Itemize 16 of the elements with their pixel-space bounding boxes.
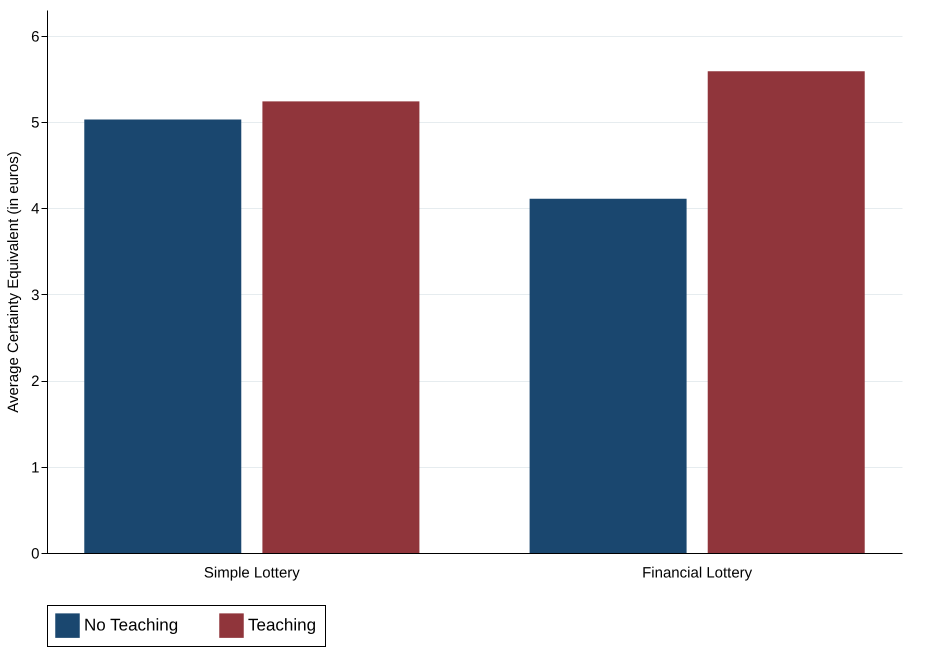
- bar: [262, 101, 420, 553]
- bar: [84, 119, 242, 553]
- y-tick-label: 3: [31, 286, 40, 304]
- bar: [708, 71, 865, 553]
- y-tick-label: 2: [31, 373, 40, 390]
- legend-label: No Teaching: [84, 616, 178, 635]
- y-tick-label: 1: [31, 459, 40, 476]
- y-tick-label: 4: [31, 200, 40, 218]
- y-tick-label: 6: [31, 28, 40, 46]
- bar: [530, 198, 687, 553]
- y-axis-title: Average Certainty Equivalent (in euros): [5, 151, 22, 413]
- legend-label: Teaching: [248, 616, 316, 635]
- x-tick-label: Simple Lottery: [204, 564, 300, 582]
- x-tick-label: Financial Lottery: [642, 564, 753, 582]
- y-tick-label: 0: [31, 546, 40, 562]
- y-tick-label: 5: [31, 114, 40, 132]
